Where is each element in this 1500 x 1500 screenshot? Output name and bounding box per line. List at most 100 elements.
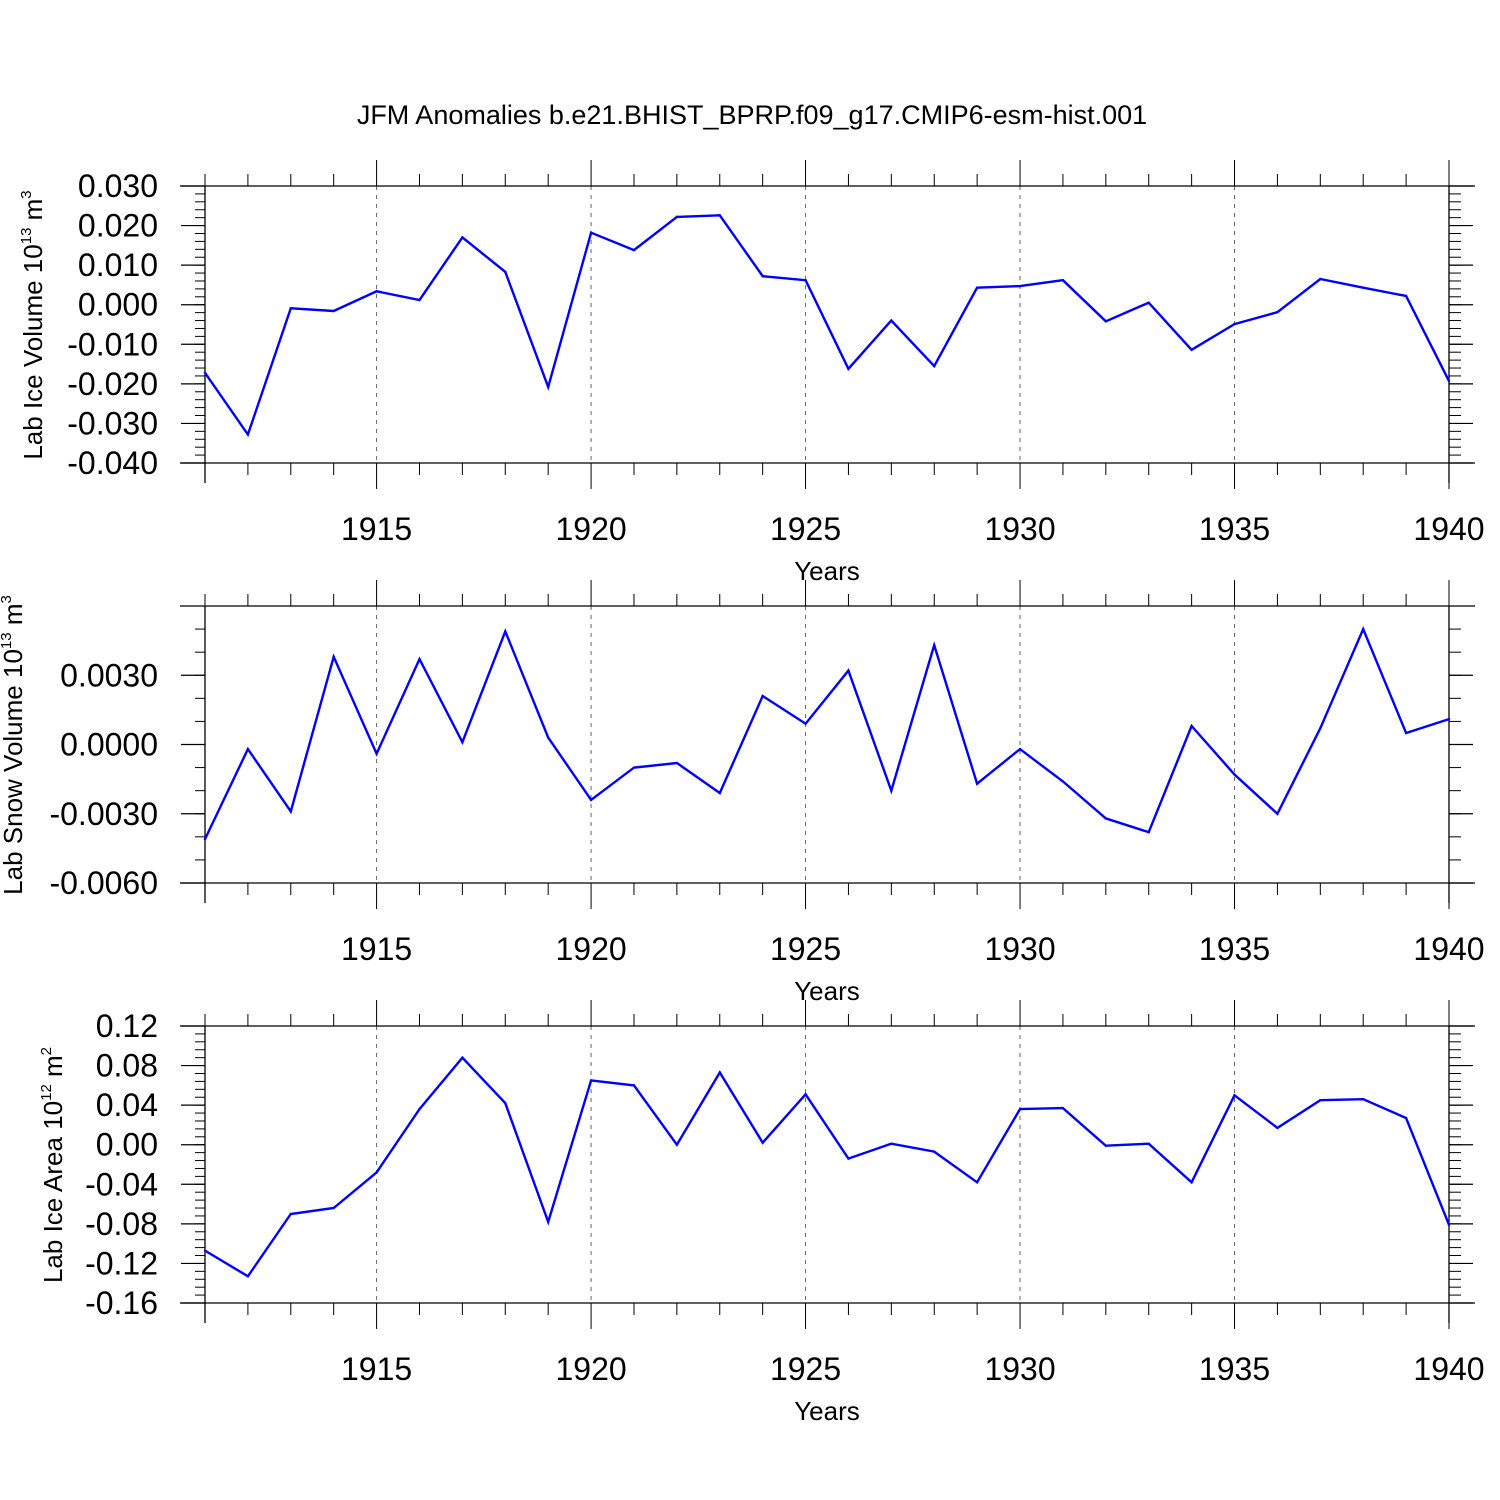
panel-snow-volume: -0.0060 -0.0030 0.0000 0.0030 1915 1920 1925 19… [0,580,1485,1006]
data-point-1926 [847,669,850,672]
data-point-1920 [589,231,593,234]
data-point-1918 [504,270,507,274]
data-point-1916 [418,1107,421,1111]
y-tick-label: -0.0060 [49,865,158,901]
data-point-1923 [718,791,721,795]
data-point-1931 [1061,780,1065,783]
data-point-1921 [632,1084,636,1087]
data-point-1925 [804,1093,807,1096]
data-point-1914 [332,309,335,313]
data-point-1930 [1018,1107,1022,1111]
x-tick-label: 1920 [555,1351,626,1387]
data-point-1926 [847,1157,850,1160]
data-point-1921 [632,248,636,252]
data-point-1916 [418,298,421,302]
x-tick-label: 1935 [1199,511,1270,547]
x-tick-label: 1930 [984,931,1055,967]
x-tick-label: 1930 [984,1351,1055,1387]
y-tick-label: 0.030 [78,168,158,204]
data-point-1917 [461,740,464,744]
data-point-1933 [1147,831,1150,834]
data-point-1938 [1362,627,1365,631]
y-tick-label: -0.12 [85,1245,158,1281]
data-point-1940 [1447,717,1451,721]
data-point-1913 [289,810,292,813]
x-tick-label: 1915 [341,1351,412,1387]
x-tick-label: 1940 [1413,511,1484,547]
data-point-1925 [804,722,807,725]
y-tick-label: -0.040 [67,445,158,481]
x-tick-label: 1920 [555,511,626,547]
y-tick-label: -0.16 [85,1285,158,1321]
y-tick-label: -0.030 [67,405,158,441]
data-point-1936 [1276,1126,1279,1130]
x-tick-label: 1935 [1199,931,1270,967]
series-line-snow-volume [203,626,1450,840]
data-point-1921 [632,766,636,769]
series-line-ice-volume [204,214,1451,438]
data-point-1935 [1233,322,1236,326]
x-tick-label: 1925 [770,511,841,547]
data-point-1919 [546,736,550,739]
y-tick-label: 0.000 [78,287,158,323]
x-tick-label: 1930 [984,511,1055,547]
data-point-1935 [1233,773,1236,776]
data-point-1936 [1276,311,1279,314]
panel-ice-area: -0.16 -0.12-0.08 -0.040.00 0.040.08 0.12 1915… [38,1000,1485,1426]
data-point-1929 [975,1181,979,1184]
data-point-1933 [1147,301,1150,304]
data-point-1920 [589,798,593,802]
data-point-1912 [246,1275,250,1278]
data-point-1930 [1018,284,1022,288]
data-point-1911 [203,1249,207,1252]
data-point-1927 [890,789,893,792]
data-point-1929 [975,782,979,785]
data-point-1919 [546,1220,550,1224]
y-tick-label: -0.020 [67,366,158,402]
data-point-1915 [375,752,378,755]
data-point-1911 [203,371,207,374]
data-point-1917 [461,236,464,239]
x-axis-label: Years [794,556,860,586]
data-point-1922 [675,1143,679,1146]
x-tick-label: 1915 [341,931,412,967]
y-tick-label: 0.0030 [60,657,158,693]
x-axis-label: Years [794,1396,860,1426]
x-tick-label: 1940 [1413,931,1484,967]
data-point-1940 [1447,1223,1451,1227]
data-point-1926 [847,367,850,371]
y-axis-label: Lab Ice Area 1012 m2 [38,1047,68,1283]
y-tick-label: 0.0000 [60,727,158,763]
data-point-1913 [289,307,292,310]
data-point-1937 [1319,277,1322,281]
data-point-1936 [1276,812,1279,815]
data-point-1932 [1104,1144,1108,1147]
data-point-1940 [1447,379,1451,383]
data-point-1928 [933,1150,936,1153]
x-tick-label: 1925 [770,1351,841,1387]
data-point-1927 [890,319,893,322]
data-point-1934 [1190,724,1193,728]
y-axis-label: Lab Ice Volume 1013 m3 [18,190,48,459]
data-point-1913 [289,1212,292,1216]
data-point-1916 [418,657,421,661]
data-point-1924 [761,1141,764,1144]
y-tick-label: -0.08 [85,1206,158,1242]
data-point-1937 [1319,1098,1322,1102]
data-point-1914 [332,655,335,658]
data-point-1927 [890,1142,893,1145]
y-tick-label: 0.00 [96,1127,158,1163]
data-point-1920 [589,1079,593,1082]
data-point-1934 [1190,348,1193,352]
y-tick-label: 0.020 [78,208,158,244]
data-point-1938 [1362,286,1365,289]
data-point-1934 [1190,1181,1193,1184]
data-point-1937 [1319,727,1322,730]
data-point-1924 [761,694,764,698]
data-point-1925 [804,278,807,282]
data-point-1915 [375,290,378,293]
y-tick-label: -0.0030 [49,796,158,832]
